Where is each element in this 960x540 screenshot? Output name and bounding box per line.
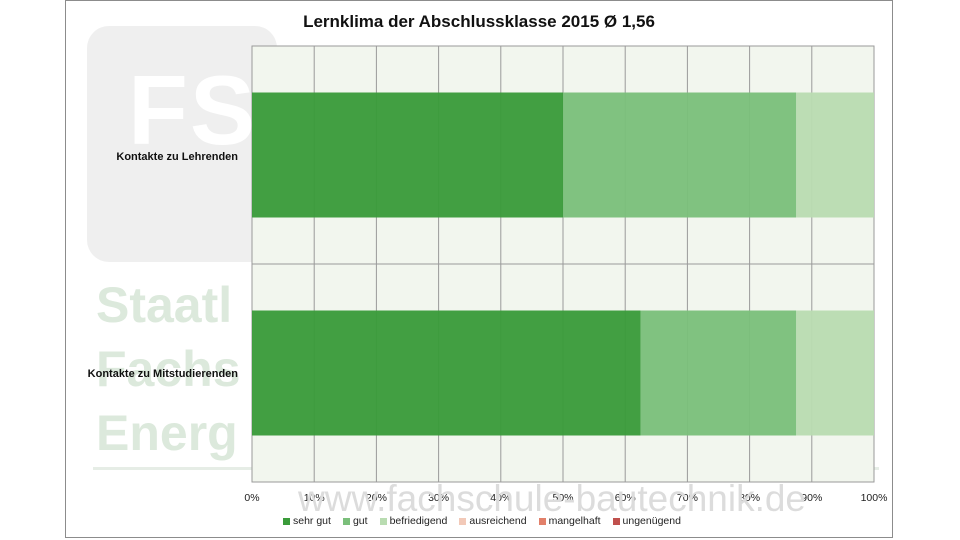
watermark-word-3: Energ: [96, 405, 238, 461]
legend-swatch: [379, 517, 387, 525]
bar-segment: [640, 310, 797, 436]
legend-label: ausreichend: [469, 515, 527, 527]
watermark-word-2: Fachs: [96, 341, 241, 397]
legend-label: gut: [352, 515, 368, 527]
bar-segment: [252, 310, 641, 436]
legend-label: mangelhaft: [548, 515, 601, 527]
x-tick-labels: 0% 10% 20% 30% 40% 50% 60% 70% 80% 90% 100%: [244, 492, 887, 504]
chart-title: Lernklima der Abschlussklasse 2015 Ø 1,5…: [303, 12, 655, 31]
legend-label: ungenügend: [622, 515, 681, 527]
watermark-word-1: Staatl: [96, 277, 233, 333]
bar-segment: [796, 92, 874, 218]
bar-layer: [252, 92, 874, 436]
legend-item: gut: [342, 515, 368, 527]
legend-swatch: [342, 517, 350, 525]
legend-item: befriedigend: [379, 515, 448, 527]
legend-label: sehr gut: [293, 515, 331, 527]
x-tick-label: 100%: [861, 492, 888, 504]
category-label-mitstudierende: Kontakte zu Mitstudierenden: [87, 368, 238, 380]
legend-swatch: [538, 517, 546, 525]
bar-segment: [252, 92, 563, 218]
legend-item: sehr gut: [283, 515, 331, 527]
x-tick-label: 20%: [366, 492, 387, 504]
watermark-logo-text: FS: [128, 55, 258, 165]
x-tick-label: 60%: [615, 492, 636, 504]
x-tick-label: 40%: [490, 492, 511, 504]
legend: sehr gut gut befriedigend ausreichend mangel…: [283, 515, 681, 527]
legend-swatch: [612, 517, 620, 525]
legend-item: ausreichend: [459, 515, 527, 527]
x-tick-label: 50%: [552, 492, 573, 504]
watermark-url: www.fachschule-bautechnik.de: [298, 478, 807, 519]
x-tick-label: 80%: [739, 492, 760, 504]
legend-item: ungenügend: [612, 515, 681, 527]
x-tick-label: 30%: [428, 492, 449, 504]
x-tick-label: 10%: [304, 492, 325, 504]
x-tick-label: 70%: [677, 492, 698, 504]
watermark-logo-box: [87, 26, 277, 262]
x-tick-label: 90%: [801, 492, 822, 504]
x-tick-label: 0%: [244, 492, 259, 504]
legend-swatch: [459, 517, 467, 525]
bar-segment: [563, 92, 797, 218]
category-label-lehrende: Kontakte zu Lehrenden: [116, 151, 238, 163]
legend-swatch: [283, 517, 290, 525]
bar-segment: [796, 310, 874, 436]
legend-item: mangelhaft: [538, 515, 601, 527]
legend-label: befriedigend: [389, 515, 448, 527]
